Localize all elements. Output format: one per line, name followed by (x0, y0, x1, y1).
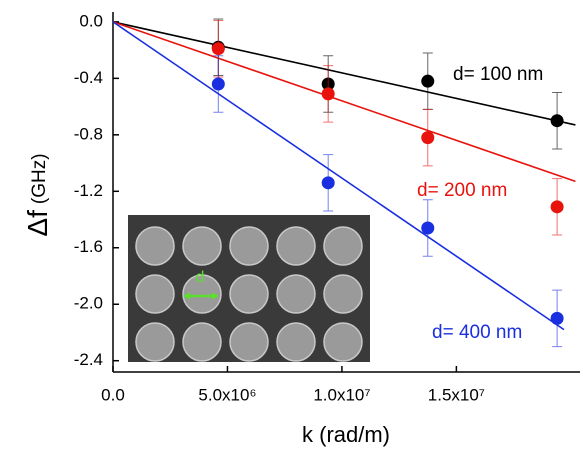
y-tick-label: 0.0 (79, 11, 103, 30)
data-point (211, 77, 225, 91)
data-point (550, 114, 564, 128)
x-tick-label: 0.0 (101, 385, 125, 404)
inset-disk (135, 322, 175, 362)
x-tick-label: 1.0x10⁷ (313, 385, 370, 404)
inset-disk (323, 322, 363, 362)
fit-line (112, 21, 576, 183)
data-point (321, 176, 335, 190)
y-axis-label: Δf (GHz) (22, 153, 53, 236)
inset-disk (182, 274, 222, 314)
y-axis-symbol: Δf (22, 210, 53, 237)
data-point (550, 311, 564, 325)
inset-disk (229, 274, 269, 314)
x-axis-label: k (rad/m) (302, 422, 390, 447)
series-label: d= 200 nm (417, 180, 507, 201)
data-point (211, 42, 225, 56)
inset-label: d (196, 269, 205, 286)
data-point (321, 87, 335, 101)
sem-inset: d (128, 215, 370, 362)
inset-disk (323, 274, 363, 314)
data-point (421, 221, 435, 235)
inset-disk (276, 322, 316, 362)
y-tick-label: -1.6 (74, 237, 103, 256)
inset-disk (276, 274, 316, 314)
inset-disk (276, 226, 316, 266)
inset-disk (182, 226, 222, 266)
inset-disk (135, 274, 175, 314)
y-tick-label: -1.2 (74, 181, 103, 200)
inset-disk (182, 322, 222, 362)
fit-line (112, 21, 565, 331)
y-tick-label: -0.4 (74, 68, 103, 87)
y-axis-unit: (GHz) (29, 153, 50, 204)
data-point (421, 74, 435, 88)
fit-line (112, 21, 576, 126)
y-tick-label: -0.8 (74, 124, 103, 143)
inset-disk (229, 322, 269, 362)
data-point (550, 200, 564, 214)
x-tick-label: 5.0x10⁶ (198, 385, 256, 404)
series-label: d= 400 nm (432, 322, 522, 343)
y-tick-label: -2.4 (74, 350, 103, 369)
y-tick-label: -2.0 (74, 294, 103, 313)
inset-disk (135, 226, 175, 266)
inset-disk (229, 226, 269, 266)
series-label: d= 100 nm (453, 64, 543, 85)
x-tick-label: 1.5x10⁷ (428, 385, 485, 404)
inset-disk (323, 226, 363, 266)
data-point (421, 131, 435, 145)
